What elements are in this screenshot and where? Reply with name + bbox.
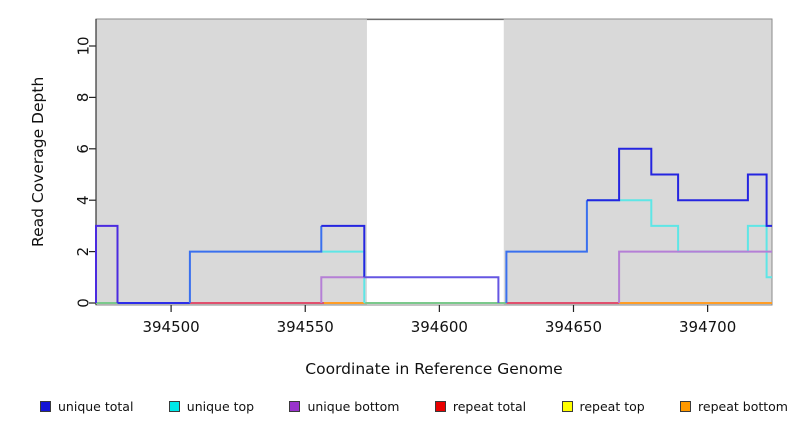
legend-item-repeat-total: repeat total bbox=[434, 399, 527, 414]
x-tick-label: 394600 bbox=[411, 318, 468, 336]
legend-label: unique top bbox=[186, 399, 255, 414]
y-tick-label: 10 bbox=[74, 36, 92, 55]
y-axis-title: Read Coverage Depth bbox=[29, 76, 47, 247]
y-tick-label: 6 bbox=[74, 144, 92, 154]
x-tick-label: 394500 bbox=[142, 318, 199, 336]
legend-label: repeat bottom bbox=[698, 399, 788, 414]
shaded-region bbox=[96, 19, 367, 305]
coverage-line-total-dark-b bbox=[586, 147, 772, 227]
x-tick-label: 394550 bbox=[277, 318, 334, 336]
y-tick-label: 0 bbox=[74, 298, 92, 308]
legend-label: unique total bbox=[58, 399, 134, 414]
unique-top-swatch-icon bbox=[168, 401, 180, 412]
repeat-total-swatch-icon bbox=[434, 401, 446, 412]
repeat-bottom-swatch-icon bbox=[680, 401, 692, 412]
legend-item-repeat-top: repeat top bbox=[561, 399, 645, 414]
x-tick-label: 394700 bbox=[679, 318, 736, 336]
unique-total-swatch-icon bbox=[40, 401, 51, 412]
coverage-line-total-left-violet bbox=[95, 224, 119, 303]
coverage-line-unique-bottom-mid bbox=[320, 276, 365, 303]
legend-label: repeat total bbox=[452, 399, 527, 414]
y-tick-label: 2 bbox=[74, 247, 92, 257]
unique-bottom-swatch-icon bbox=[289, 401, 301, 412]
y-tick-label: 8 bbox=[74, 93, 92, 103]
legend-item-unique-top: unique top bbox=[168, 399, 255, 414]
legend-item-unique-bottom: unique bottom bbox=[289, 399, 400, 414]
x-tick-label: 394650 bbox=[545, 318, 602, 336]
y-tick-label: 4 bbox=[74, 195, 92, 205]
coverage-line-total-slate-gap bbox=[364, 276, 500, 303]
legend-label: unique bottom bbox=[307, 399, 400, 414]
legend-item-repeat-bottom: repeat bottom bbox=[680, 399, 788, 414]
legend-item-unique-total: unique total bbox=[40, 399, 133, 414]
coverage-line-unique-bottom-right bbox=[618, 250, 772, 303]
shaded-region bbox=[503, 19, 772, 305]
x-axis-title: Coordinate in Reference Genome bbox=[305, 360, 563, 378]
coverage-line-total-dark-a bbox=[321, 224, 366, 278]
legend-label: repeat top bbox=[579, 399, 645, 414]
repeat-top-swatch-icon bbox=[561, 401, 573, 412]
chart-legend: unique total unique top unique bottom re… bbox=[40, 399, 788, 414]
coverage-line-total-bright-b bbox=[505, 200, 588, 303]
coverage-line-total-bright-a bbox=[188, 225, 323, 303]
